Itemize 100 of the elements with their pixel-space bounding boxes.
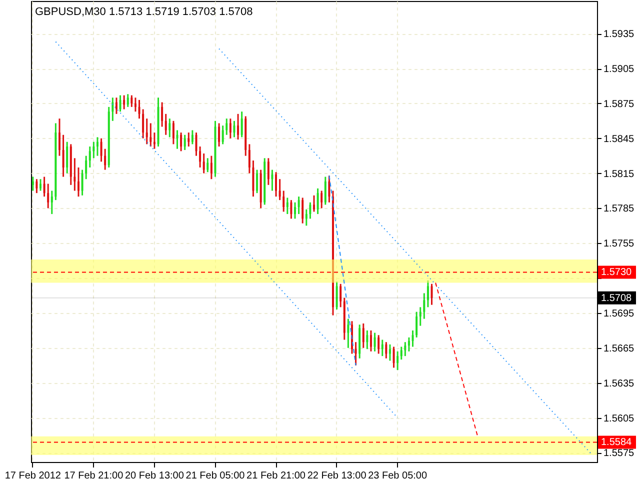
- candlestick: [164, 113, 167, 136]
- candlestick: [392, 346, 395, 368]
- candlestick: [278, 178, 281, 201]
- candlestick: [408, 336, 410, 352]
- candlestick: [290, 199, 292, 220]
- candlestick: [104, 148, 106, 171]
- candlestick: [381, 339, 384, 357]
- x-tick-label: 17 Feb 2012: [4, 470, 62, 480]
- candlestick: [85, 155, 88, 180]
- candlestick: [206, 157, 209, 173]
- candlestick: [370, 330, 372, 352]
- y-tick-label: 1.5815: [604, 168, 635, 180]
- candlestick: [96, 136, 98, 157]
- candlestick: [188, 132, 190, 148]
- x-tick-label: 21 Feb 21:00: [246, 470, 306, 480]
- candlestick: [313, 194, 315, 212]
- candlestick: [385, 341, 388, 360]
- y-tick-label: 1.5905: [604, 64, 635, 76]
- candlestick: [336, 280, 338, 310]
- candlestick: [324, 176, 326, 206]
- candlestick: [66, 141, 68, 174]
- candlestick: [168, 118, 171, 138]
- candlestick: [222, 124, 224, 145]
- candlestick: [347, 318, 350, 349]
- y-tick-label: 1.5935: [604, 29, 635, 40]
- candlestick: [298, 196, 300, 215]
- candlestick: [237, 113, 240, 140]
- candlestick: [126, 93, 129, 108]
- candlestick: [362, 322, 364, 349]
- candlestick: [302, 196, 304, 224]
- candlestick: [123, 94, 126, 110]
- x-tick-label: 21 Feb 05:00: [186, 470, 246, 480]
- candlestick: [271, 169, 274, 192]
- candlestick: [36, 178, 38, 194]
- candlestick: [191, 129, 194, 145]
- y-tick-label: 1.5575: [604, 448, 635, 460]
- candlestick: [267, 157, 270, 186]
- candlestick: [138, 99, 140, 120]
- candlestick: [43, 176, 46, 198]
- candlestick: [320, 190, 323, 209]
- candlestick: [150, 122, 152, 148]
- candlestick: [50, 190, 53, 215]
- candlestick: [240, 110, 243, 138]
- candlestick: [112, 96, 114, 122]
- candlestick: [248, 143, 250, 174]
- candlestick: [275, 171, 278, 198]
- candlestick: [400, 346, 402, 360]
- x-tick-label: 23 Feb 05:00: [368, 470, 428, 480]
- candlestick: [316, 188, 319, 215]
- candlestick: [256, 169, 258, 194]
- candlestick: [195, 132, 198, 157]
- candlestick: [119, 94, 122, 112]
- candlestick: [404, 341, 406, 357]
- x-tick-label: 17 Feb 21:00: [64, 470, 124, 480]
- chart-title: GBPUSD,M30 1.5713 1.5719 1.5703 1.5708: [35, 6, 253, 18]
- candlestick: [77, 166, 80, 198]
- candlestick: [199, 146, 202, 168]
- candlestick: [146, 118, 148, 145]
- candlestick: [130, 94, 133, 108]
- x-tick-label: 20 Feb 13:00: [124, 470, 184, 480]
- y-tick-label: 1.5605: [604, 413, 635, 424]
- candlestick: [134, 96, 136, 112]
- candlestick: [172, 120, 174, 145]
- candlestick: [142, 108, 144, 140]
- x-tick-label: 22 Feb 13:00: [307, 470, 367, 480]
- candlestick: [47, 183, 50, 209]
- candlestick: [226, 118, 228, 136]
- candlestick: [430, 283, 433, 306]
- y-tick-label: 1.5635: [604, 378, 635, 390]
- candlestick: [419, 306, 422, 327]
- ref-line-label: 1.5730: [601, 267, 632, 278]
- candlestick: [32, 176, 34, 192]
- candlestick: [161, 102, 164, 128]
- candlestick: [62, 134, 64, 178]
- candlestick: [366, 330, 368, 350]
- candlestick: [92, 141, 95, 159]
- candlestick: [328, 174, 330, 204]
- candlestick: [423, 292, 426, 320]
- candlestick: [184, 134, 186, 151]
- candlestick: [416, 311, 418, 338]
- candlestick: [218, 122, 220, 148]
- candlestick: [233, 120, 236, 138]
- y-tick-label: 1.5695: [604, 308, 635, 320]
- y-tick-label: 1.5785: [604, 204, 635, 215]
- candlestick: [210, 155, 212, 180]
- candlestick: [74, 157, 76, 192]
- candlestick: [286, 196, 288, 215]
- candlestick: [81, 169, 84, 196]
- candlestick: [388, 344, 391, 362]
- candlestick: [294, 202, 296, 220]
- candlestick: [115, 96, 118, 115]
- candlestick: [88, 146, 91, 168]
- candlestick: [58, 118, 60, 157]
- candlestick: [309, 202, 312, 220]
- candlestick: [180, 132, 182, 152]
- candlestick: [39, 178, 42, 192]
- y-tick-label: 1.5665: [604, 343, 635, 354]
- candlestick: [396, 350, 399, 371]
- y-tick-label: 1.5755: [604, 238, 635, 250]
- ref-line-label: 1.5708: [601, 292, 632, 304]
